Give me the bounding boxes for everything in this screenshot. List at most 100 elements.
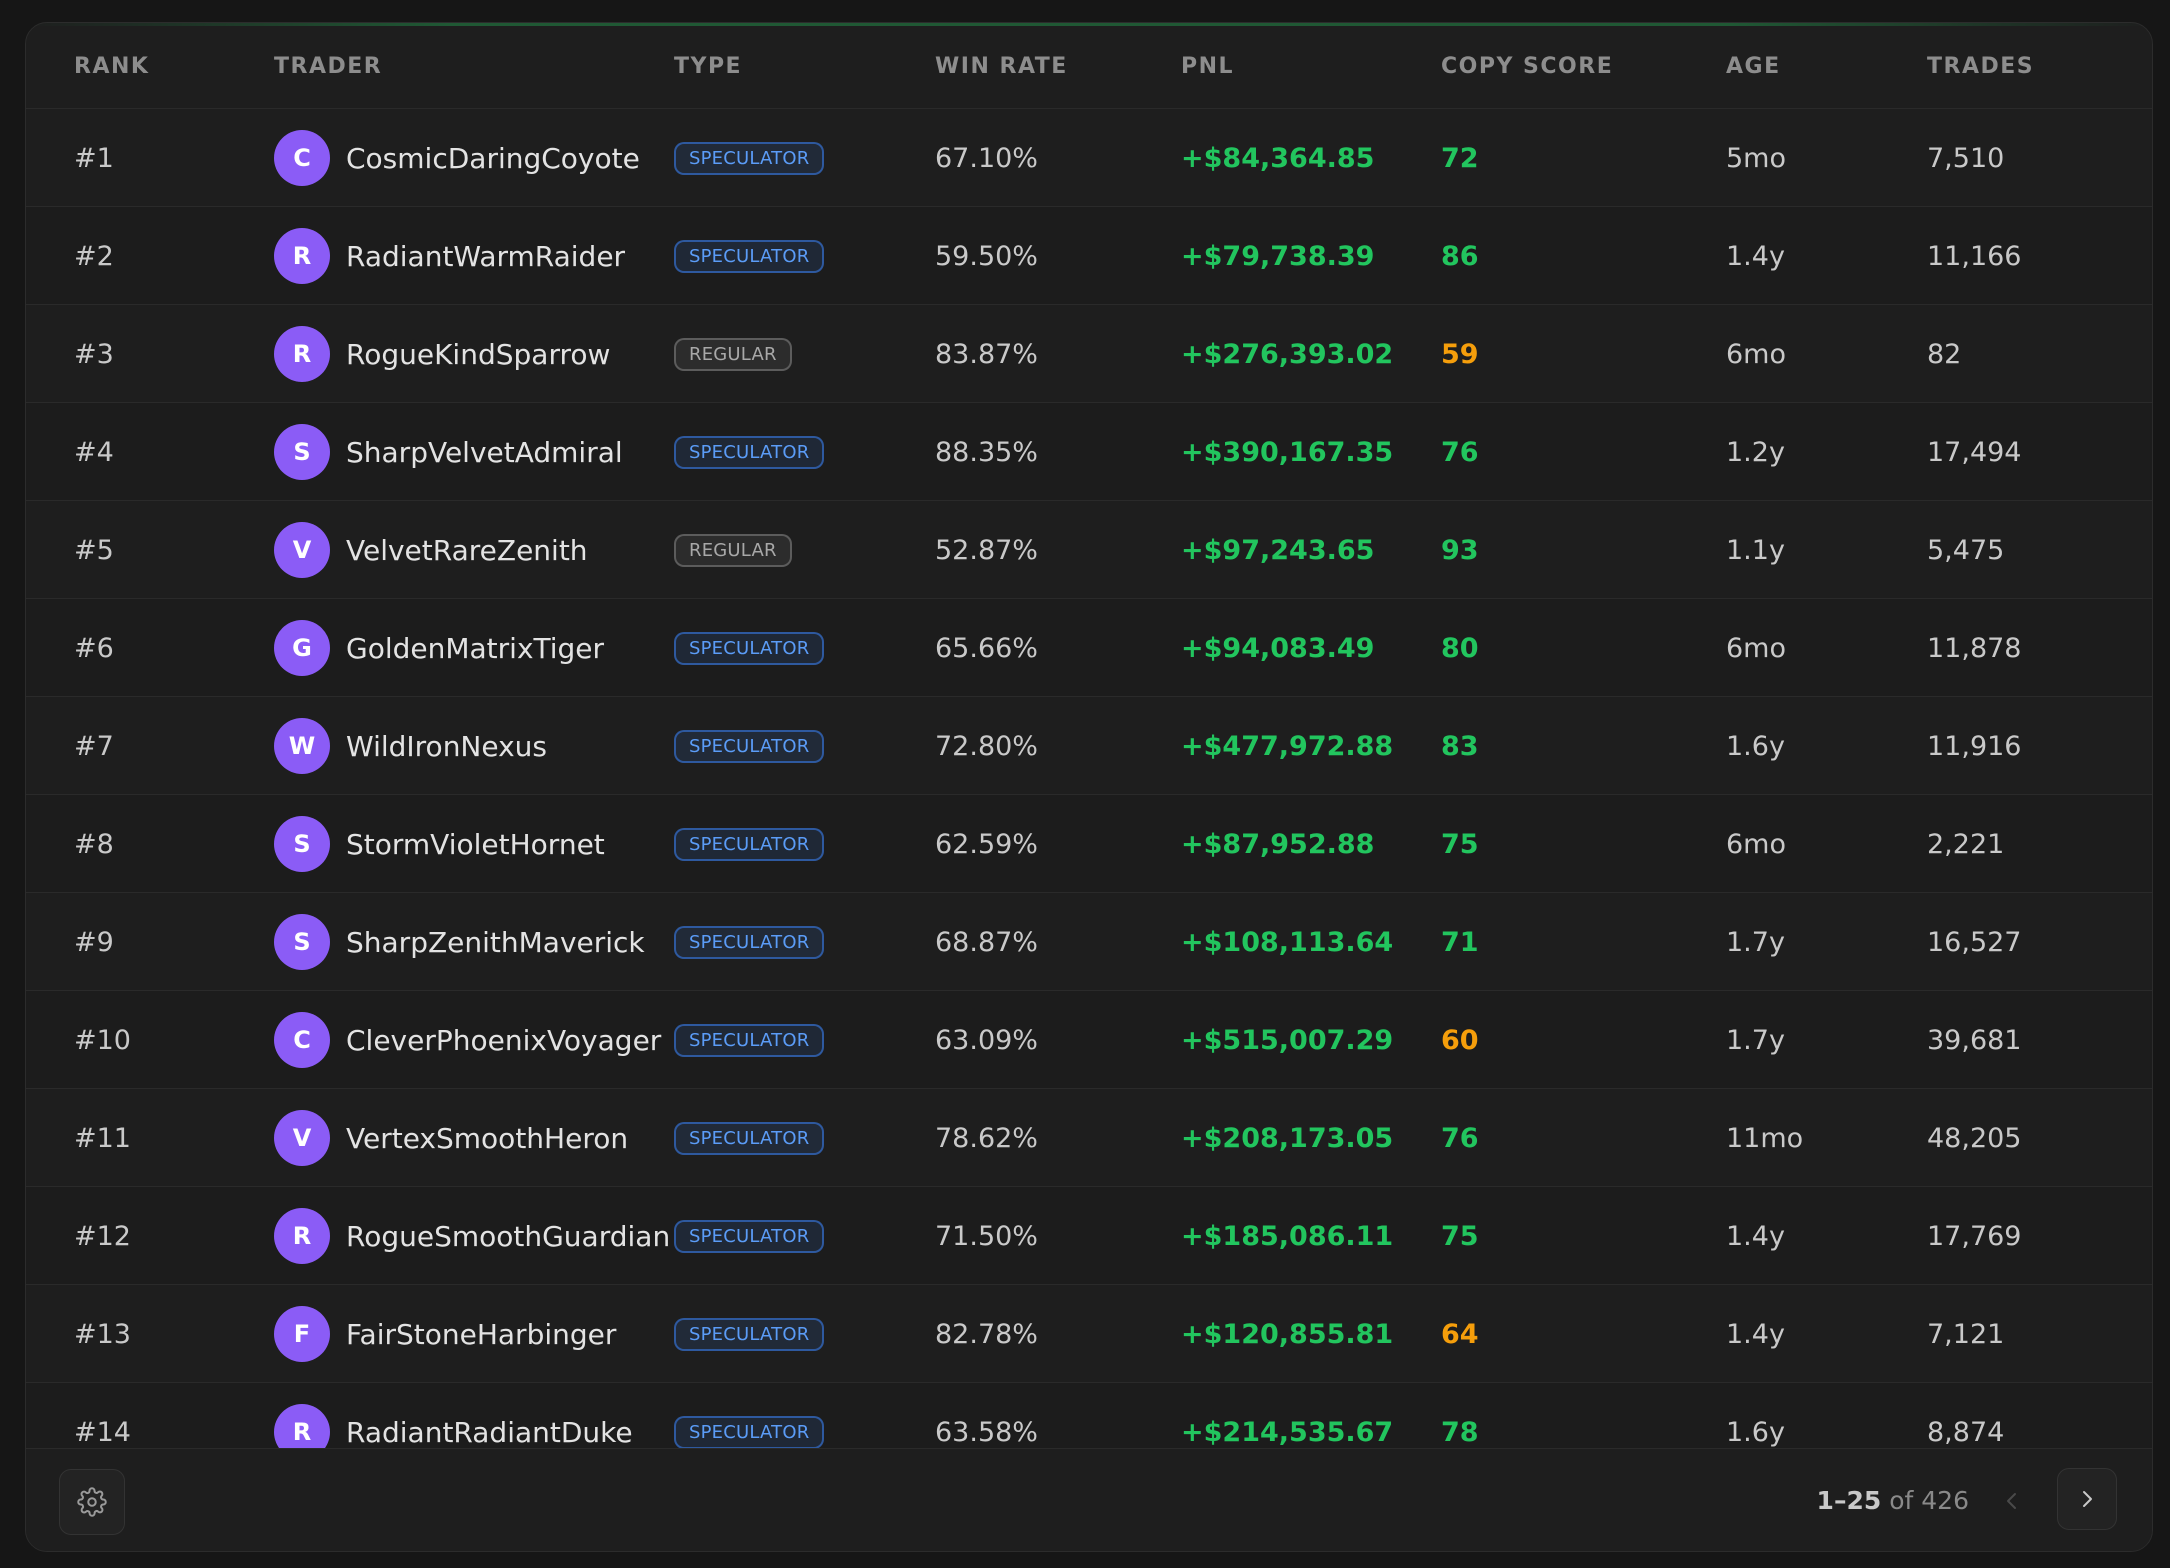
trader-name[interactable]: CosmicDaringCoyote: [346, 141, 640, 175]
type-cell: SPECULATOR: [674, 1383, 825, 1472]
age-cell: 1.7y: [1726, 926, 1785, 958]
age-cell: 1.2y: [1726, 436, 1785, 468]
trades-cell: 7,121: [1927, 1318, 2005, 1350]
trader-name[interactable]: CleverPhoenixVoyager: [346, 1023, 662, 1057]
win-rate-cell: 68.87%: [935, 926, 1038, 958]
trader-name[interactable]: StormVioletHornet: [346, 827, 605, 861]
type-badge: SPECULATOR: [674, 631, 825, 665]
trader-name[interactable]: VertexSmoothHeron: [346, 1121, 629, 1155]
trades-cell: 5,475: [1927, 534, 2005, 566]
table-row[interactable]: #3 R RogueKindSparrow REGULAR 83.87% +$276,39…: [26, 305, 2152, 403]
trader-name[interactable]: RogueSmoothGuardian: [346, 1219, 671, 1253]
trader-cell[interactable]: G GoldenMatrixTiger: [274, 599, 604, 697]
header-trades[interactable]: TRADES: [1927, 54, 2035, 79]
pnl-cell: +$87,952.88: [1181, 828, 1375, 860]
win-rate-cell: 65.66%: [935, 632, 1038, 664]
settings-button[interactable]: [59, 1469, 125, 1535]
table-footer: 1–25 of 426: [26, 1448, 2152, 1551]
trader-name[interactable]: RadiantRadiantDuke: [346, 1415, 633, 1449]
trader-name[interactable]: RadiantWarmRaider: [346, 239, 626, 273]
type-badge: REGULAR: [674, 533, 792, 567]
rank-cell: #11: [74, 1122, 131, 1154]
trader-cell[interactable]: W WildIronNexus: [274, 697, 547, 795]
type-cell: SPECULATOR: [674, 893, 825, 991]
table-row[interactable]: #8 S StormVioletHornet SPECULATOR 62.59% +$87…: [26, 795, 2152, 893]
age-cell: 1.4y: [1726, 1318, 1785, 1350]
win-rate-cell: 72.80%: [935, 730, 1038, 762]
header-copy-score[interactable]: COPY SCORE: [1441, 54, 1614, 79]
rank-cell: #3: [74, 338, 114, 370]
trader-cell[interactable]: F FairStoneHarbinger: [274, 1285, 616, 1383]
pagination-info: 1–25 of 426: [1817, 1449, 1969, 1551]
type-cell: SPECULATOR: [674, 1187, 825, 1285]
header-pnl[interactable]: PNL: [1181, 54, 1235, 79]
pnl-cell: +$84,364.85: [1181, 142, 1375, 174]
previous-page-button[interactable]: [1984, 1473, 2040, 1529]
trader-cell[interactable]: S StormVioletHornet: [274, 795, 605, 893]
copy-score-cell: 72: [1441, 142, 1479, 174]
rank-cell: #6: [74, 632, 114, 664]
trader-cell[interactable]: S SharpZenithMaverick: [274, 893, 645, 991]
trader-cell[interactable]: C CosmicDaringCoyote: [274, 109, 640, 207]
copy-score-cell: 80: [1441, 632, 1479, 664]
trader-name[interactable]: GoldenMatrixTiger: [346, 631, 605, 665]
win-rate-cell: 82.78%: [935, 1318, 1038, 1350]
table-header: RANK TRADER TYPE WIN RATE PNL COPY SCORE…: [26, 23, 2152, 109]
table-row[interactable]: #9 S SharpZenithMaverick SPECULATOR 68.87% +$…: [26, 893, 2152, 991]
pnl-cell: +$477,972.88: [1181, 730, 1394, 762]
table-row[interactable]: #11 V VertexSmoothHeron SPECULATOR 78.62% +$2…: [26, 1089, 2152, 1187]
trader-cell[interactable]: C CleverPhoenixVoyager: [274, 991, 661, 1089]
pnl-cell: +$515,007.29: [1181, 1024, 1394, 1056]
table-row[interactable]: #5 V VelvetRareZenith REGULAR 52.87% +$97,243…: [26, 501, 2152, 599]
trader-name[interactable]: SharpVelvetAdmiral: [346, 435, 623, 469]
table-row[interactable]: #1 C CosmicDaringCoyote SPECULATOR 67.10% +$8…: [26, 109, 2152, 207]
type-cell: SPECULATOR: [674, 991, 825, 1089]
type-cell: SPECULATOR: [674, 403, 825, 501]
table-row[interactable]: #6 G GoldenMatrixTiger SPECULATOR 65.66% +$94…: [26, 599, 2152, 697]
trader-cell[interactable]: R RadiantRadiantDuke: [274, 1383, 633, 1472]
trader-cell[interactable]: R RadiantWarmRaider: [274, 207, 625, 305]
trader-cell[interactable]: V VelvetRareZenith: [274, 501, 588, 599]
win-rate-cell: 67.10%: [935, 142, 1038, 174]
header-type[interactable]: TYPE: [674, 54, 743, 79]
header-trader[interactable]: TRADER: [274, 54, 383, 79]
rank-cell: #2: [74, 240, 114, 272]
type-badge: SPECULATOR: [674, 1023, 825, 1057]
copy-score-cell: 75: [1441, 828, 1479, 860]
avatar: W: [274, 718, 330, 774]
gear-icon: [77, 1487, 107, 1517]
copy-score-cell: 76: [1441, 436, 1479, 468]
trader-name[interactable]: RogueKindSparrow: [346, 337, 611, 371]
table-row[interactable]: #10 C CleverPhoenixVoyager SPECULATOR 63.09%…: [26, 991, 2152, 1089]
table-row[interactable]: #12 R RogueSmoothGuardian SPECULATOR 71.50% +…: [26, 1187, 2152, 1285]
avatar: R: [274, 326, 330, 382]
header-win-rate[interactable]: WIN RATE: [935, 54, 1068, 79]
trader-name[interactable]: FairStoneHarbinger: [346, 1317, 617, 1351]
age-cell: 1.1y: [1726, 534, 1785, 566]
copy-score-cell: 86: [1441, 240, 1479, 272]
avatar: V: [274, 1110, 330, 1166]
copy-score-cell: 60: [1441, 1024, 1479, 1056]
table-row[interactable]: #13 F FairStoneHarbinger SPECULATOR 82.78% +$…: [26, 1285, 2152, 1383]
table-row[interactable]: #4 S SharpVelvetAdmiral SPECULATOR 88.35% +$3…: [26, 403, 2152, 501]
trader-cell[interactable]: S SharpVelvetAdmiral: [274, 403, 623, 501]
header-age[interactable]: AGE: [1726, 54, 1781, 79]
age-cell: 1.4y: [1726, 240, 1785, 272]
trader-cell[interactable]: R RogueKindSparrow: [274, 305, 610, 403]
pnl-cell: +$390,167.35: [1181, 436, 1394, 468]
age-cell: 1.6y: [1726, 1416, 1785, 1448]
trader-name[interactable]: VelvetRareZenith: [346, 533, 588, 567]
type-badge: SPECULATOR: [674, 1317, 825, 1351]
header-rank[interactable]: RANK: [74, 54, 150, 79]
trader-cell[interactable]: V VertexSmoothHeron: [274, 1089, 628, 1187]
trader-name[interactable]: SharpZenithMaverick: [346, 925, 645, 959]
copy-score-cell: 59: [1441, 338, 1479, 370]
trader-name[interactable]: WildIronNexus: [346, 729, 548, 763]
table-row[interactable]: #2 R RadiantWarmRaider SPECULATOR 59.50% +$79…: [26, 207, 2152, 305]
type-badge: SPECULATOR: [674, 1415, 825, 1449]
trader-cell[interactable]: R RogueSmoothGuardian: [274, 1187, 670, 1285]
table-row[interactable]: #7 W WildIronNexus SPECULATOR 72.80% +$477,97…: [26, 697, 2152, 795]
age-cell: 11mo: [1726, 1122, 1804, 1154]
next-page-button[interactable]: [2057, 1468, 2117, 1530]
copy-score-cell: 83: [1441, 730, 1479, 762]
